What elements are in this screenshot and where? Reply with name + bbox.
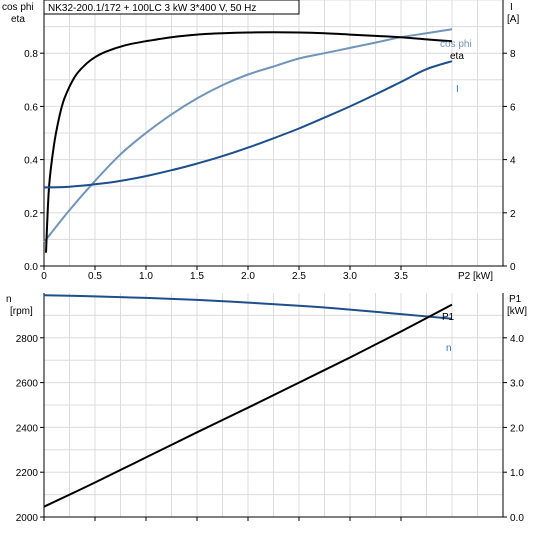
bottom-grid: [44, 293, 503, 517]
bottom-left-y-tick-label: 2200: [16, 468, 39, 479]
series-line-i: [43, 60, 453, 189]
bottom-left-axis-label-line2: [rpm]: [10, 306, 33, 317]
top-x-tick-label: 3.5: [394, 271, 408, 282]
top-x-tick-label: 1.0: [139, 271, 153, 282]
top-right-axis-label-line2: [A]: [507, 14, 519, 25]
top-right-y-tick-label: 2: [510, 209, 516, 220]
bottom-right-y-tick-label: 0.0: [510, 513, 524, 524]
top-right-y-tick-label: 8: [510, 49, 516, 60]
bottom-right-y-tick-label: 2.0: [510, 423, 524, 434]
top-x-axis-label: P2 [kW]: [458, 271, 493, 282]
series-label-cos-phi: cos phi: [440, 39, 472, 50]
top-left-y-tick-label: 0.8: [24, 49, 38, 60]
top-chart-panel: 0 0.5 1.0 1.5 2.0 2.5 3.0 3.5 0.0 0.2 0.4 0.6 0.8 0 2 4…: [2, 0, 519, 282]
top-left-y-tick-label: 0.4: [24, 156, 38, 167]
series-label-n: n: [446, 343, 452, 354]
top-x-tick-label: 0: [41, 271, 47, 282]
bottom-right-axis-label-line1: P1: [509, 294, 522, 305]
bottom-left-y-tick-label: 2400: [16, 423, 39, 434]
bottom-ticks: 2000 2200 2400 2600 2800 0.0 1.0 2.0 3.0 4.0: [16, 334, 525, 524]
series-label-p1: P1: [442, 312, 455, 323]
series-label-eta: eta: [450, 51, 464, 62]
top-right-y-tick-label: 0: [510, 262, 516, 273]
top-x-tick-label: 2.0: [241, 271, 255, 282]
top-x-tick-label: 2.5: [292, 271, 306, 282]
series-line-cos-phi: [43, 28, 453, 243]
top-left-axis-label-line1: cos phi: [2, 2, 34, 13]
chart-title-box: [43, 0, 300, 15]
top-right-y-tick-label: 6: [510, 102, 516, 113]
bottom-right-axis-label-line2: [kW]: [507, 306, 527, 317]
top-right-y-tick-label: 4: [510, 156, 516, 167]
top-series: [43, 28, 453, 253]
bottom-series: [43, 294, 453, 508]
series-line-eta: [45, 31, 453, 253]
bottom-left-y-tick-label: 2600: [16, 379, 39, 390]
top-ticks: 0 0.5 1.0 1.5 2.0 2.5 3.0 3.5 0.0 0.2 0.4 0.6 0.8 0 2 4…: [24, 49, 516, 282]
top-x-tick-label: 1.5: [190, 271, 204, 282]
top-right-axis-label-line1: I: [510, 2, 513, 13]
top-grid: [44, 0, 503, 266]
bottom-right-y-tick-label: 4.0: [510, 334, 524, 345]
top-left-y-tick-label: 0.0: [24, 262, 38, 273]
series-line-p1: [43, 303, 453, 508]
top-left-axis-label-line2: eta: [11, 14, 25, 25]
bottom-left-y-tick-label: 2000: [16, 513, 39, 524]
top-left-y-tick-label: 0.2: [24, 209, 38, 220]
bottom-left-y-tick-label: 2800: [16, 334, 39, 345]
bottom-right-y-tick-label: 3.0: [510, 379, 524, 390]
series-line-n: [43, 294, 453, 320]
bottom-chart-panel: 2000 2200 2400 2600 2800 0.0 1.0 2.0 3.0 4.0 n [r…: [6, 293, 527, 524]
top-x-tick-label: 0.5: [88, 271, 102, 282]
chart-title: NK32-200.1/172 + 100LC 3 kW 3*400 V, 50 …: [48, 3, 256, 14]
series-label-i: I: [456, 84, 459, 95]
bottom-right-y-tick-label: 1.0: [510, 468, 524, 479]
top-left-y-tick-label: 0.6: [24, 102, 38, 113]
top-x-tick-label: 3.0: [343, 271, 357, 282]
bottom-left-axis-label-line1: n: [6, 294, 12, 305]
